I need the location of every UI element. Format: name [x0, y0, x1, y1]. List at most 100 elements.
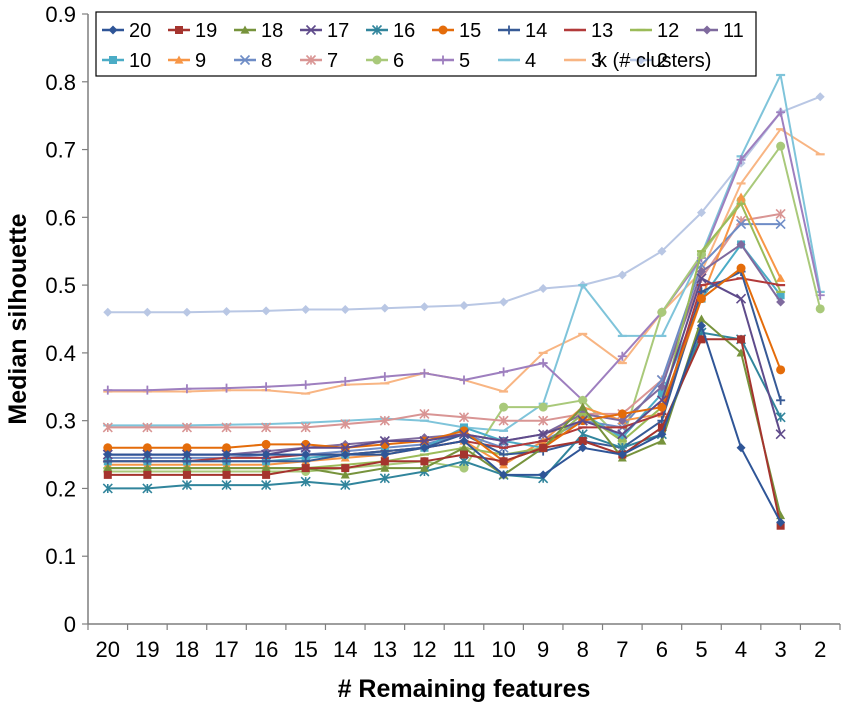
data-point — [696, 321, 706, 331]
data-point — [538, 415, 549, 426]
data-point — [262, 470, 271, 479]
legend-marker — [109, 56, 117, 64]
data-point — [340, 376, 350, 386]
data-point — [340, 479, 351, 491]
legend-item-18: 18 — [234, 20, 283, 42]
data-point — [617, 270, 627, 280]
data-point — [776, 107, 786, 117]
series-17 — [102, 273, 786, 460]
data-point — [142, 450, 152, 460]
legend-item-16: 16 — [366, 20, 415, 42]
y-tick-label: 0.9 — [45, 2, 76, 27]
x-tick-label: 16 — [254, 637, 278, 662]
data-point — [182, 443, 192, 453]
x-tick-label: 10 — [491, 637, 515, 662]
data-point — [538, 358, 548, 368]
series-20 — [103, 321, 786, 527]
data-point — [775, 429, 786, 440]
data-point — [340, 305, 350, 315]
legend-item-2: 2 — [630, 50, 668, 72]
data-point — [458, 429, 470, 440]
data-point — [815, 92, 825, 102]
legend-label: 14 — [525, 20, 547, 42]
x-tick-label: 12 — [412, 637, 436, 662]
data-point — [776, 297, 786, 307]
legend-marker — [305, 24, 317, 36]
data-point — [261, 479, 272, 491]
data-point — [380, 457, 389, 466]
data-point — [340, 418, 351, 430]
data-point — [776, 395, 786, 405]
data-point — [617, 429, 628, 440]
legend-label: 10 — [129, 50, 151, 72]
legend-marker — [438, 55, 448, 65]
data-point — [736, 239, 746, 249]
legend-marker — [175, 26, 183, 34]
data-point — [775, 219, 786, 230]
data-point — [222, 463, 232, 472]
legend-marker — [371, 24, 383, 36]
x-tick-label: 15 — [293, 637, 317, 662]
data-point — [142, 307, 152, 317]
legend-item-15: 15 — [432, 20, 481, 42]
data-point — [538, 284, 548, 293]
data-point — [182, 307, 192, 317]
data-point — [736, 155, 746, 165]
data-point — [696, 294, 706, 304]
legend-marker — [504, 25, 514, 35]
data-point — [380, 450, 390, 460]
x-ticks: 20 19 18 17 16 15 14 13 12 11 10 9 8 7 6 5 4 3 2 — [87, 624, 841, 662]
data-point — [301, 305, 311, 315]
y-tick-label: 0.4 — [45, 341, 76, 366]
legend-label: 4 — [525, 50, 536, 72]
data-point — [419, 368, 429, 378]
data-point — [222, 450, 232, 460]
data-point — [736, 263, 746, 273]
data-point — [617, 450, 627, 460]
data-point — [181, 479, 193, 491]
data-point — [261, 422, 272, 433]
data-point — [736, 443, 746, 453]
data-point — [696, 273, 707, 284]
series-19 — [103, 335, 785, 530]
y-tick-label: 0.1 — [45, 544, 76, 569]
data-point — [181, 422, 193, 433]
x-tick-label: 13 — [373, 637, 397, 662]
data-point — [656, 395, 667, 406]
data-point — [143, 470, 152, 479]
legend-marker — [239, 54, 251, 66]
series-line-20 — [107, 324, 782, 523]
legend-label: 19 — [195, 20, 217, 42]
x-axis-title: # Remaining features — [338, 675, 591, 703]
x-tick-label: 6 — [656, 637, 668, 662]
data-point — [498, 415, 509, 426]
data-point — [459, 300, 469, 310]
data-point — [301, 464, 310, 473]
data-point — [696, 267, 706, 277]
data-point — [300, 422, 311, 433]
x-tick-label: 8 — [577, 637, 589, 662]
y-ticks: 0 0.1 0.2 0.3 0.4 0.5 0.6 0.7 0.8 0.9 — [45, 2, 88, 637]
data-point — [737, 335, 746, 344]
legend-item-11: 11 — [696, 20, 744, 42]
legend-label: 6 — [393, 50, 404, 72]
data-point — [617, 351, 627, 361]
data-point — [578, 437, 587, 445]
data-point — [735, 219, 747, 230]
data-point — [499, 297, 509, 307]
x-tick-label: 2 — [814, 637, 826, 662]
data-point — [459, 463, 469, 473]
data-point — [221, 479, 232, 491]
series-layer — [102, 73, 825, 530]
legend-marker — [372, 55, 382, 65]
legend-label: 17 — [327, 20, 349, 42]
y-tick-label: 0.8 — [45, 70, 76, 95]
data-point — [657, 382, 667, 392]
data-point — [776, 141, 786, 151]
data-point — [103, 385, 113, 395]
x-tick-label: 18 — [175, 637, 199, 662]
data-point — [103, 443, 113, 453]
legend-label: 5 — [459, 50, 470, 72]
data-point — [419, 302, 429, 312]
